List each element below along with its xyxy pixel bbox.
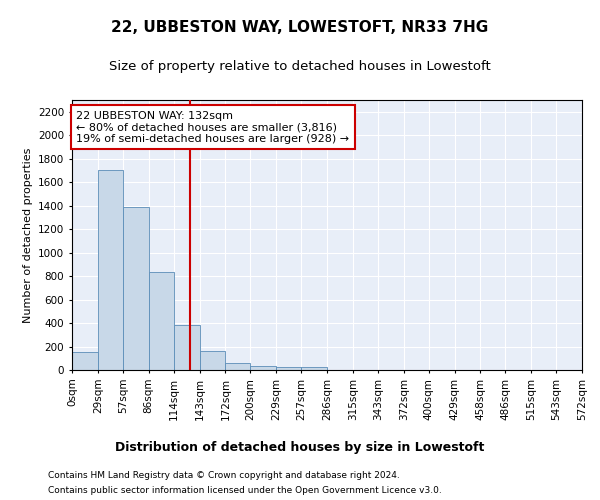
Text: Distribution of detached houses by size in Lowestoft: Distribution of detached houses by size …: [115, 441, 485, 454]
Bar: [250, 366, 276, 370]
Text: Contains public sector information licensed under the Open Government Licence v3: Contains public sector information licen…: [48, 486, 442, 495]
Bar: [98, 170, 123, 370]
Text: 22, UBBESTON WAY, LOWESTOFT, NR33 7HG: 22, UBBESTON WAY, LOWESTOFT, NR33 7HG: [112, 20, 488, 35]
Y-axis label: Number of detached properties: Number of detached properties: [23, 148, 32, 322]
Bar: [301, 367, 327, 370]
Text: Size of property relative to detached houses in Lowestoft: Size of property relative to detached ho…: [109, 60, 491, 73]
Bar: [199, 351, 226, 370]
Bar: [173, 325, 199, 370]
Bar: [149, 272, 173, 370]
Bar: [123, 207, 149, 370]
Text: 22 UBBESTON WAY: 132sqm
← 80% of detached houses are smaller (3,816)
19% of semi: 22 UBBESTON WAY: 132sqm ← 80% of detache…: [76, 110, 350, 144]
Text: Contains HM Land Registry data © Crown copyright and database right 2024.: Contains HM Land Registry data © Crown c…: [48, 471, 400, 480]
Bar: [226, 363, 250, 370]
Bar: [276, 367, 301, 370]
Bar: [72, 352, 98, 370]
